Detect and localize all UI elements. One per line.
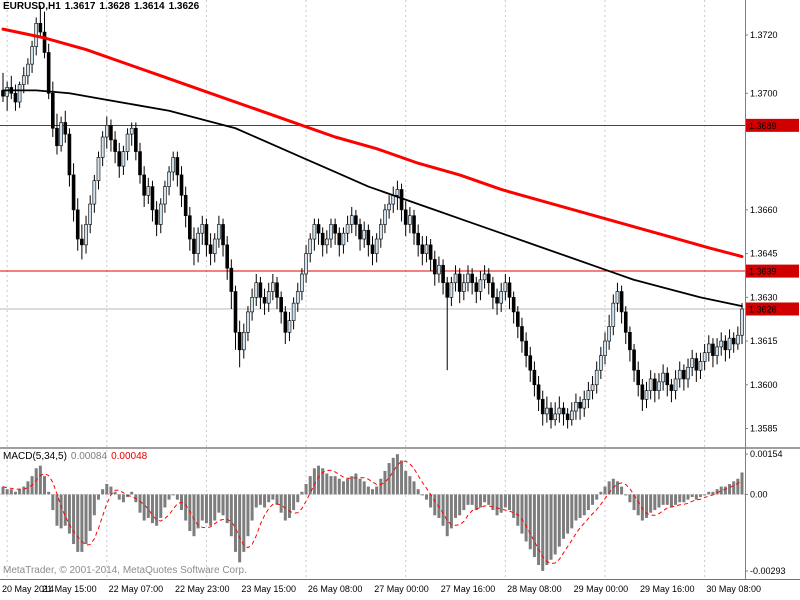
- svg-text:22 May 23:00: 22 May 23:00: [175, 584, 230, 594]
- macd-signal-value: 0.00048: [111, 451, 148, 462]
- macd-params-label: MACD(5,34,5): [3, 451, 67, 462]
- svg-text:30 May 08:00: 30 May 08:00: [706, 584, 761, 594]
- svg-text:1.3660: 1.3660: [750, 205, 778, 215]
- close-value: 1.3626: [168, 1, 200, 12]
- svg-text:1.3700: 1.3700: [750, 88, 778, 98]
- svg-text:27 May 00:00: 27 May 00:00: [374, 584, 429, 594]
- svg-text:0.00154: 0.00154: [750, 449, 783, 459]
- svg-text:1.3630: 1.3630: [750, 292, 778, 302]
- svg-text:1.3585: 1.3585: [750, 424, 778, 434]
- svg-text:23 May 15:00: 23 May 15:00: [241, 584, 296, 594]
- candlestick-series: [1, 5, 744, 429]
- svg-text:1.3645: 1.3645: [750, 249, 778, 259]
- svg-text:1.3689: 1.3689: [749, 121, 777, 131]
- macd-axis[interactable]: 0.00154 0.00 -0.00293: [745, 449, 786, 576]
- svg-text:29 May 00:00: 29 May 00:00: [574, 584, 629, 594]
- svg-text:1.3626: 1.3626: [749, 304, 777, 314]
- chart-chrome: [0, 0, 800, 580]
- price-axis[interactable]: 1.3720 1.3700 1.3689 1.3660 1.3645 1.3639 1.36…: [745, 30, 799, 434]
- low-value: 1.3614: [133, 1, 165, 12]
- horizontal-level-lines: [0, 124, 745, 272]
- svg-text:-0.00293: -0.00293: [750, 566, 786, 576]
- svg-text:1.3615: 1.3615: [750, 336, 778, 346]
- chart-ohlc-header: EURUSD,H1 1.3617 1.3628 1.3614 1.3626: [3, 1, 203, 12]
- svg-text:29 May 16:00: 29 May 16:00: [640, 584, 695, 594]
- svg-text:0.00: 0.00: [750, 489, 768, 499]
- svg-text:28 May 08:00: 28 May 08:00: [507, 584, 562, 594]
- macd-indicator-label: MACD(5,34,5) 0.00084 0.00048: [3, 451, 147, 462]
- svg-text:20 May 2014: 20 May 2014: [2, 584, 54, 594]
- fast-ma-black-line: [2, 89, 743, 307]
- svg-text:1.3639: 1.3639: [749, 267, 777, 277]
- macd-signal-line: [2, 460, 743, 565]
- symbol-timeframe-label: EURUSD,H1: [3, 1, 61, 12]
- svg-text:21 May 15:00: 21 May 15:00: [42, 584, 97, 594]
- open-value: 1.3617: [64, 1, 96, 12]
- slow-ma-red-line: [1, 27, 744, 259]
- svg-text:22 May 07:00: 22 May 07:00: [109, 584, 164, 594]
- macd-histogram: [1, 454, 744, 571]
- high-value: 1.3628: [99, 1, 130, 12]
- macd-main-value: 0.00084: [70, 451, 108, 462]
- metatrader-watermark: MetaTrader, © 2001-2014, MetaQuotes Soft…: [3, 565, 247, 576]
- svg-text:27 May 16:00: 27 May 16:00: [441, 584, 496, 594]
- svg-text:1.3720: 1.3720: [750, 30, 778, 40]
- svg-text:26 May 08:00: 26 May 08:00: [308, 584, 363, 594]
- svg-text:1.3600: 1.3600: [750, 380, 778, 390]
